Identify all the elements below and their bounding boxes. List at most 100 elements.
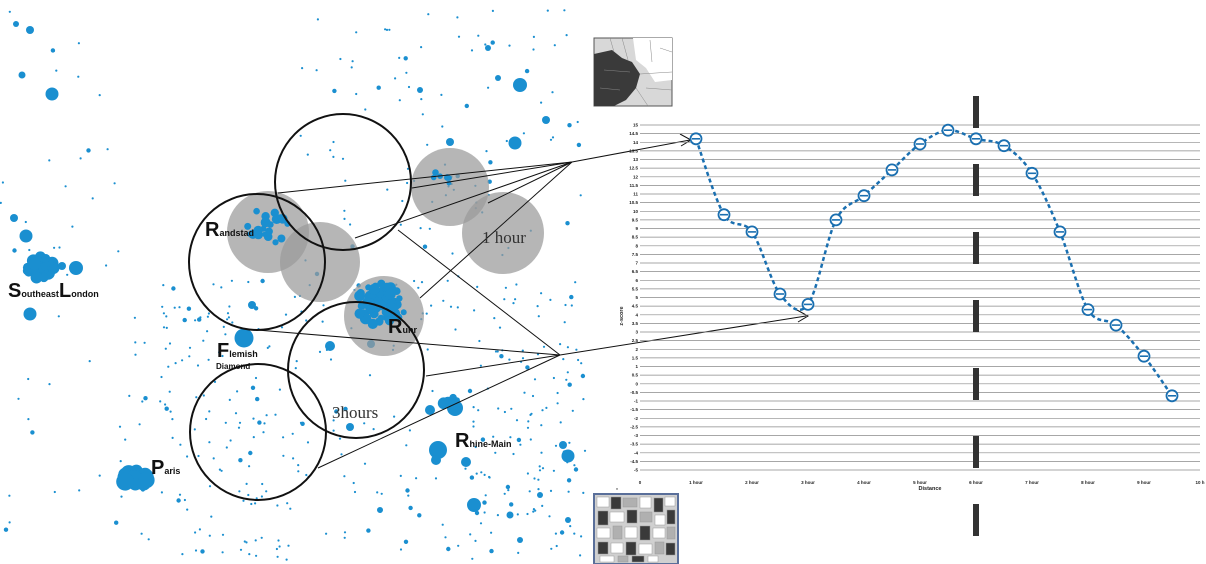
y-tick-label: 7 <box>635 261 638 266</box>
settlement-dot <box>420 281 424 284</box>
buffer-one-hour <box>462 192 544 274</box>
settlement-dot <box>119 460 122 463</box>
y-tick-label: -1 <box>634 399 638 404</box>
settlement-dot <box>343 475 346 478</box>
settlement-dot <box>261 482 264 486</box>
settlement-dot <box>248 553 251 556</box>
settlement-dot <box>8 494 11 497</box>
y-tick-label: 2.5 <box>632 338 639 343</box>
y-tick-label: 6.5 <box>632 269 639 274</box>
settlement-dot <box>482 500 487 505</box>
settlement-dot <box>224 333 227 336</box>
settlement-dot <box>372 428 375 431</box>
city-dot <box>506 511 514 519</box>
settlement-dot <box>221 354 224 358</box>
y-tick-label: 8 <box>635 243 638 248</box>
y-tick-label: 12 <box>633 174 639 179</box>
settlement-dot <box>221 551 224 554</box>
settlement-dot <box>229 439 232 442</box>
settlement-dot <box>277 539 280 542</box>
y-tick-label: 14 <box>633 140 639 145</box>
x-tick-label: 2 hour <box>745 480 759 485</box>
settlement-dot <box>280 326 284 329</box>
settlement-dot <box>487 86 490 89</box>
settlement-dot <box>406 181 409 185</box>
settlement-dot <box>563 321 566 324</box>
buffer-randstad-south <box>280 222 360 302</box>
settlement-dot <box>254 502 257 505</box>
settlement-dot <box>446 546 451 552</box>
settlement-dot <box>113 182 116 185</box>
city-dot <box>58 262 66 270</box>
settlement-dot <box>238 490 241 493</box>
thumbnail-label: n <box>616 486 618 491</box>
settlement-dot <box>305 319 308 322</box>
y-tick-label: 7.5 <box>632 252 639 257</box>
settlement-dot <box>27 418 30 421</box>
label-one-hour: 1 hour <box>482 228 526 247</box>
settlement-dot <box>399 548 403 551</box>
city-dot <box>26 26 34 34</box>
city-dot <box>485 45 491 51</box>
y-tick-label: 1.5 <box>632 355 639 360</box>
settlement-dot <box>552 469 556 472</box>
settlement-dot <box>133 316 136 319</box>
city-dot <box>425 405 435 415</box>
settlement-dot <box>171 418 174 421</box>
settlement-dot <box>106 148 109 151</box>
settlement-dot <box>483 511 486 514</box>
settlement-dot <box>181 553 184 556</box>
ring-southwest <box>189 363 327 501</box>
settlement-dot <box>555 544 558 548</box>
city-dot <box>10 214 18 222</box>
city-dot <box>325 341 335 351</box>
settlement-dot <box>531 394 535 398</box>
settlement-dot <box>213 380 217 383</box>
x-tick-label: 3 hour <box>801 480 815 485</box>
city-dot <box>461 457 471 467</box>
settlement-dot <box>526 472 530 475</box>
settlement-dot <box>573 464 576 467</box>
settlement-dot <box>549 138 553 141</box>
settlement-dot <box>3 527 9 532</box>
settlement-dot <box>490 531 493 534</box>
y-tick-label: 3 <box>635 330 638 335</box>
settlement-dot <box>541 409 544 412</box>
x-tick-label: 9 hour <box>1137 480 1151 485</box>
settlement-dot <box>208 410 211 413</box>
city-dot <box>234 328 254 348</box>
agglomeration-dot <box>446 398 458 411</box>
settlement-dot <box>252 417 255 420</box>
label-london: London <box>59 280 99 302</box>
settlement-dot <box>200 549 205 554</box>
settlement-dot <box>350 66 353 69</box>
settlement-dot <box>134 341 137 344</box>
settlement-dot <box>523 391 526 394</box>
settlement-dot <box>77 42 80 45</box>
settlement-dot <box>274 413 277 416</box>
settlement-dot <box>221 533 225 536</box>
agglomeration-dots <box>22 169 460 491</box>
settlement-dot <box>196 364 200 367</box>
settlement-dot <box>17 397 20 400</box>
city-labels: Southeast London Randstad Flemish Diamon… <box>8 219 526 479</box>
chart-gridlines <box>640 124 1200 471</box>
settlement-dot <box>583 449 587 452</box>
settlement-dot <box>322 304 325 307</box>
settlement-dot <box>339 57 342 61</box>
settlement-dot <box>27 377 30 381</box>
settlement-dot <box>478 339 481 343</box>
settlement-dot <box>178 306 181 309</box>
settlement-dot <box>243 540 246 543</box>
settlement-dot <box>86 148 91 153</box>
agglomeration-dot <box>244 222 252 230</box>
y-tick-labels: 1514.51413.51312.51211.51110.5109.598.58… <box>629 123 638 473</box>
settlement-dot <box>457 544 460 547</box>
settlement-dot <box>385 28 389 31</box>
settlement-dot <box>248 465 251 468</box>
settlement-dot <box>417 286 420 289</box>
settlement-dot <box>226 312 230 315</box>
settlement-dot <box>124 438 127 441</box>
settlement-dot <box>208 534 211 537</box>
settlement-dot <box>527 420 530 423</box>
